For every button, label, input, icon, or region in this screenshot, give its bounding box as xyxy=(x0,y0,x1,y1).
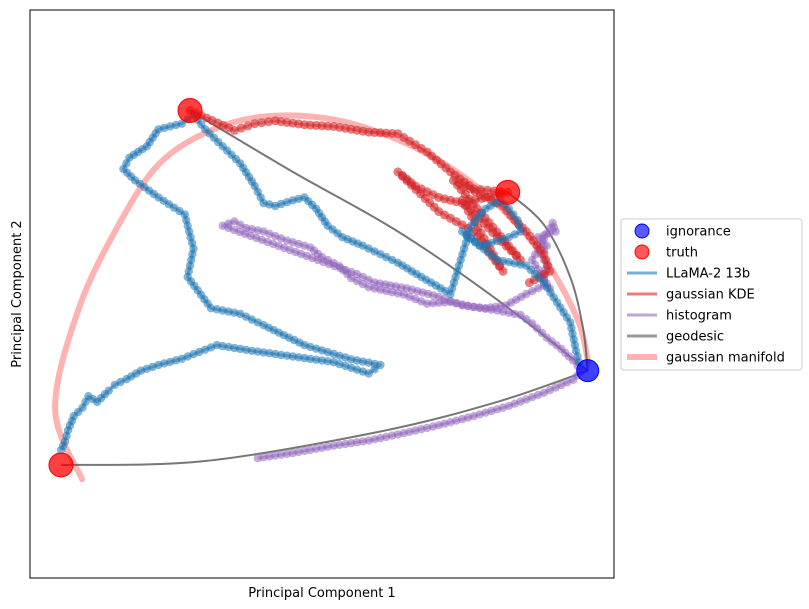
llama-point-218 xyxy=(504,204,514,213)
legend-item-4: histogram xyxy=(627,309,732,324)
legend-label-2: LLaMA-2 13b xyxy=(666,267,750,282)
llama-point-138 xyxy=(177,119,186,128)
gaussian-kde-point-52 xyxy=(482,185,492,195)
histogram-point-67 xyxy=(528,319,537,328)
truth-marker-3 xyxy=(495,179,521,205)
histogram-point-68 xyxy=(522,315,531,324)
legend-swatch-0 xyxy=(634,223,650,239)
llama-point-61 xyxy=(364,369,373,378)
gaussian-kde-point-11 xyxy=(250,119,260,129)
ignorance-marker-1 xyxy=(576,359,600,383)
gaussian-kde-point-8 xyxy=(229,125,239,135)
y-axis-label: Principal Component 2 xyxy=(10,220,25,367)
legend-label-5: geodesic xyxy=(666,330,724,345)
truth-marker-2 xyxy=(177,98,203,124)
legend-label-6: gaussian manifold xyxy=(666,351,785,366)
legend-swatch-1 xyxy=(634,244,650,260)
legend-label-1: truth xyxy=(666,246,698,261)
llama-point-16 xyxy=(104,386,114,395)
plot-background xyxy=(30,10,614,578)
legend-box xyxy=(620,218,803,371)
gaussian-kde-point-13 xyxy=(264,117,273,127)
legend: ignorance truth LLaMA-2 13b gaussian KDE his… xyxy=(620,218,803,371)
legend-item-1: truth xyxy=(634,244,698,261)
gaussian-kde-point-9 xyxy=(236,123,246,133)
legend-label-4: histogram xyxy=(666,309,732,324)
legend-item-3: gaussian KDE xyxy=(627,288,755,303)
gaussian-kde-point-167 xyxy=(524,278,534,288)
x-axis-label: Principal Component 1 xyxy=(248,586,395,601)
truth-marker-1 xyxy=(48,452,74,478)
plot-area xyxy=(29,9,615,579)
gaussian-kde-point-10 xyxy=(243,121,253,131)
llama-point-219 xyxy=(509,210,518,219)
llama-layer xyxy=(56,110,584,455)
geodesic-line-1 xyxy=(60,369,589,466)
histogram-layer xyxy=(218,217,587,463)
anchor-markers-layer xyxy=(48,98,600,478)
legend-item-0: ignorance xyxy=(634,223,731,240)
legend-item-5: geodesic xyxy=(627,330,724,345)
gaussian-kde-point-12 xyxy=(257,118,267,128)
legend-item-2: LLaMA-2 13b xyxy=(627,267,750,282)
plot-frame xyxy=(29,9,615,579)
legend-items: ignorance truth LLaMA-2 13b gaussian KDE his… xyxy=(627,223,785,366)
legend-label-3: gaussian KDE xyxy=(666,288,755,303)
legend-item-6: gaussian manifold xyxy=(627,351,785,366)
geodesic-line-3 xyxy=(507,191,589,371)
legend-label-0: ignorance xyxy=(666,225,731,240)
